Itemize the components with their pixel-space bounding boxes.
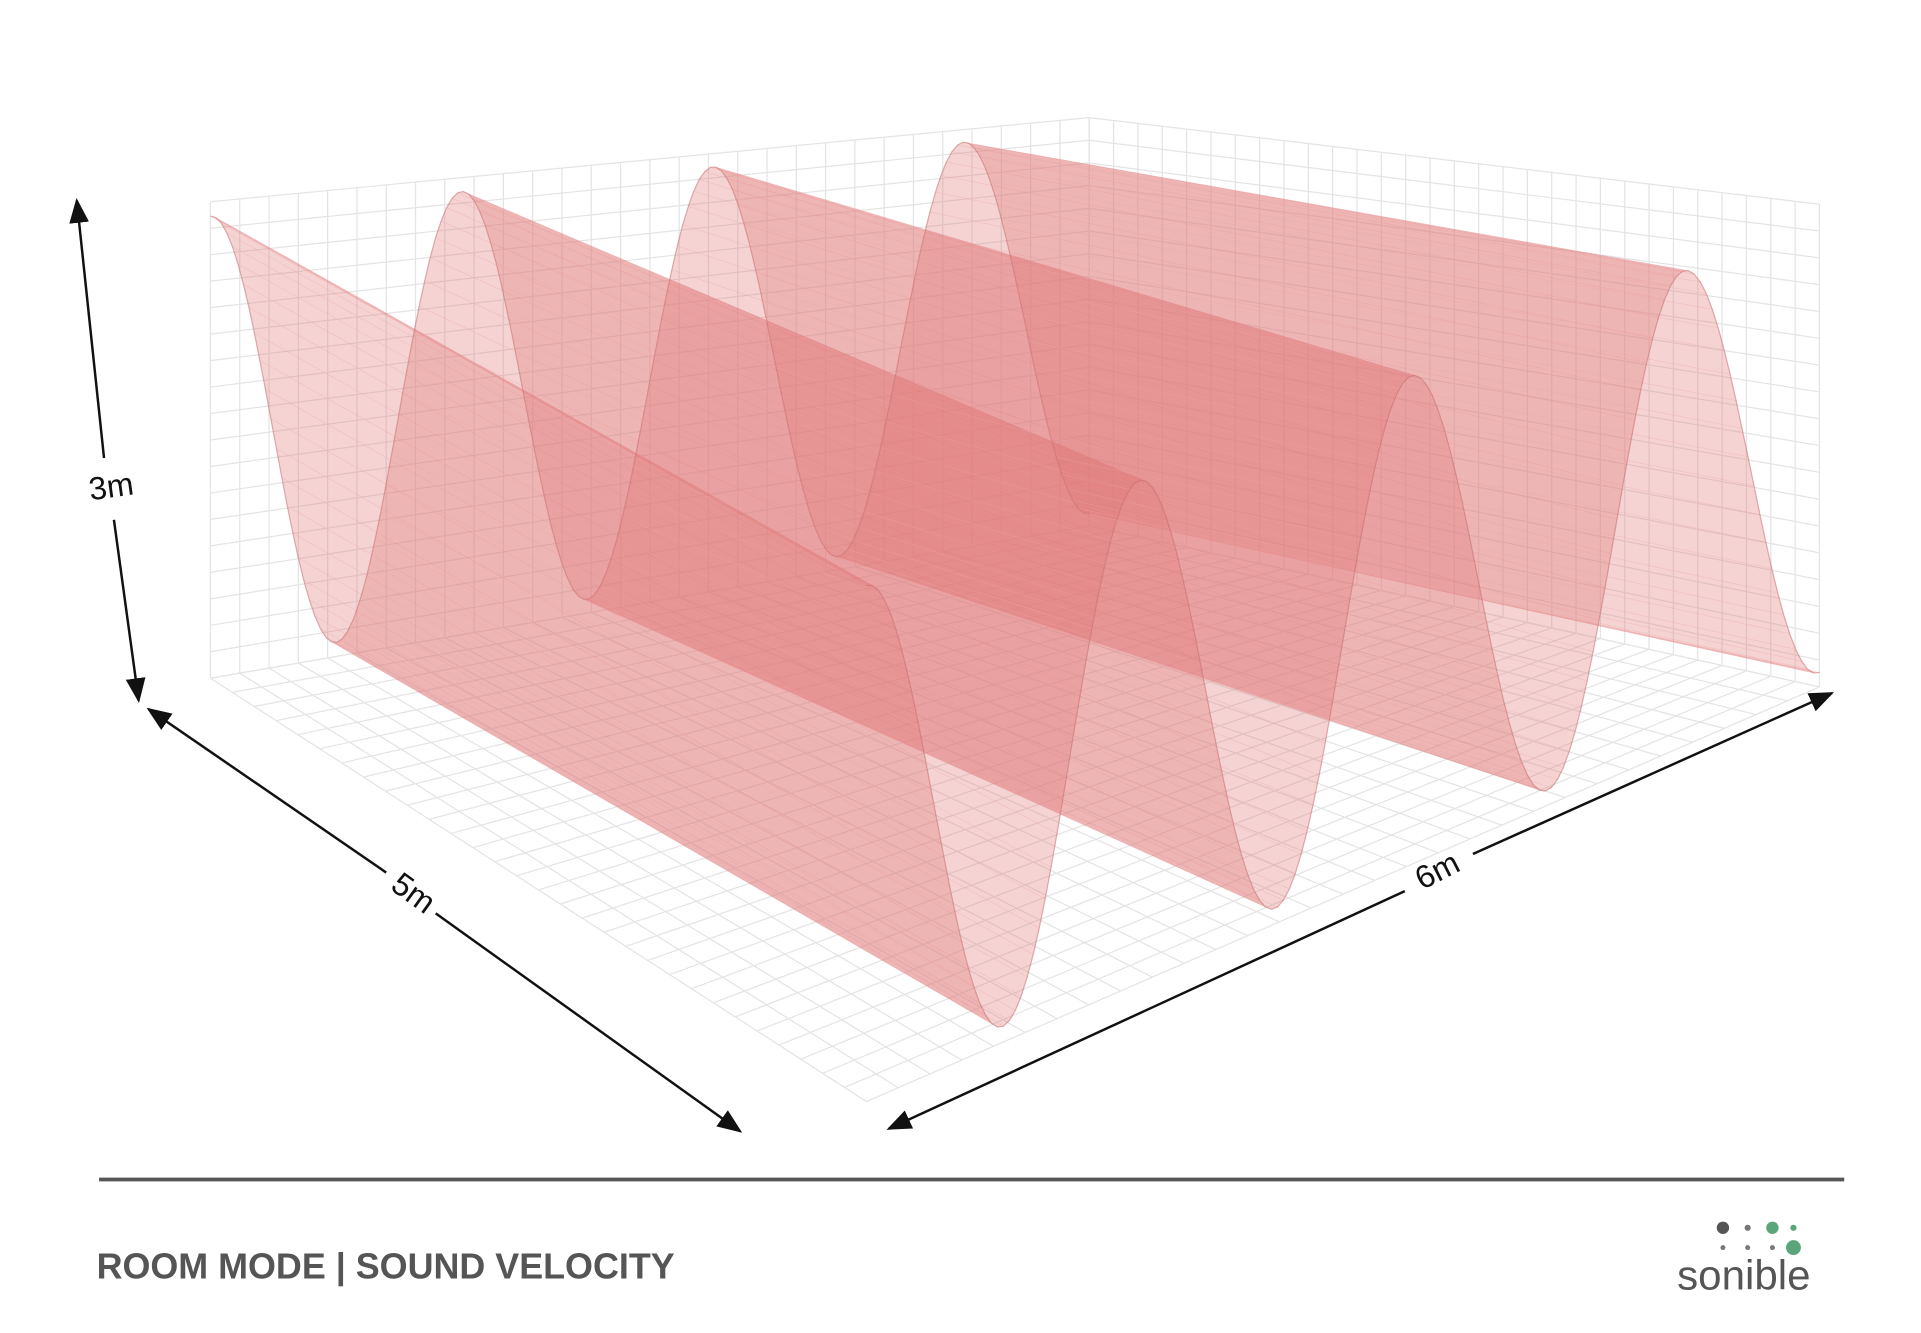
- height-arrow: [112, 519, 146, 703]
- floor-grid-line: [1059, 530, 1788, 702]
- brand-logo: sonible: [1677, 1221, 1810, 1299]
- depth-arrow: [434, 912, 743, 1133]
- depth-arrow: [146, 707, 387, 874]
- wall-grid-line: [210, 230, 1090, 335]
- wall-grid-line: [210, 253, 1090, 362]
- wall-grid-line: [1089, 253, 1820, 366]
- floor-grid-line: [800, 670, 1747, 1060]
- wall-grid-line: [1089, 230, 1820, 339]
- wall-grid-line: [1089, 275, 1820, 393]
- wall-grid-line: [1089, 480, 1820, 634]
- length-arrow: [1472, 691, 1835, 856]
- wall-grid-line: [210, 457, 1090, 600]
- wall-grid-line: [210, 366, 1090, 494]
- depth-label: 5m: [385, 865, 442, 920]
- wall-grid-line: [210, 139, 1090, 229]
- wall-grid-line: [210, 434, 1090, 573]
- wall-grid-line: [210, 162, 1090, 256]
- floor-grid-line: [1030, 535, 1757, 716]
- wall-grid-line: [1089, 139, 1820, 232]
- wall-grid-line: [1089, 434, 1820, 581]
- brand-name: sonible: [1677, 1252, 1810, 1299]
- wall-grid-line: [210, 502, 1090, 653]
- floor-grid-line: [778, 664, 1723, 1046]
- floor-grid-line: [866, 686, 1820, 1103]
- wall-grid-line: [1089, 502, 1820, 661]
- wall-grid-line: [210, 411, 1090, 547]
- wall-grid-line: [1089, 162, 1820, 259]
- wall-grid-line: [1089, 525, 1820, 688]
- wave-edge: [866, 270, 1820, 1028]
- floor-grid-line: [822, 675, 1772, 1074]
- length-arrow: [886, 890, 1406, 1130]
- wall-grid-line: [1089, 457, 1820, 608]
- wall-grid-line: [1089, 411, 1820, 554]
- length-label: 6m: [1409, 844, 1465, 896]
- floor-grid-line: [1001, 540, 1725, 729]
- floor-grid-line: [844, 680, 1796, 1089]
- wall-grid-line: [210, 389, 1090, 521]
- wall-grid-line: [210, 525, 1090, 679]
- wall-grid-line: [210, 116, 1090, 203]
- wall-grid-line: [1089, 207, 1820, 313]
- wall-grid-line: [210, 207, 1090, 309]
- wall-grid-line: [210, 298, 1090, 415]
- wall-grid-line: [1089, 366, 1820, 500]
- wall-grid-line: [1089, 343, 1820, 473]
- wall-grid-line: [210, 275, 1090, 388]
- floor-grid-line: [942, 550, 1661, 757]
- footer-title: ROOM MODE | SOUND VELOCITY: [97, 1247, 675, 1287]
- height-arrow: [69, 198, 106, 459]
- wall-grid-line: [1089, 298, 1820, 420]
- room-grid: [209, 116, 1821, 1103]
- height-label: 3m: [86, 465, 135, 507]
- velocity-wave: [210, 141, 1820, 1028]
- wave-edge: [210, 141, 1090, 644]
- floor-grid-line: [971, 545, 1693, 743]
- wall-grid-line: [1089, 389, 1820, 527]
- wall-grid-line: [210, 343, 1090, 468]
- wall-grid-line: [210, 480, 1090, 626]
- wall-grid-line: [210, 185, 1090, 282]
- wall-grid-line: [1089, 321, 1820, 447]
- wall-grid-line: [1089, 116, 1820, 205]
- wall-grid-line: [1089, 185, 1820, 286]
